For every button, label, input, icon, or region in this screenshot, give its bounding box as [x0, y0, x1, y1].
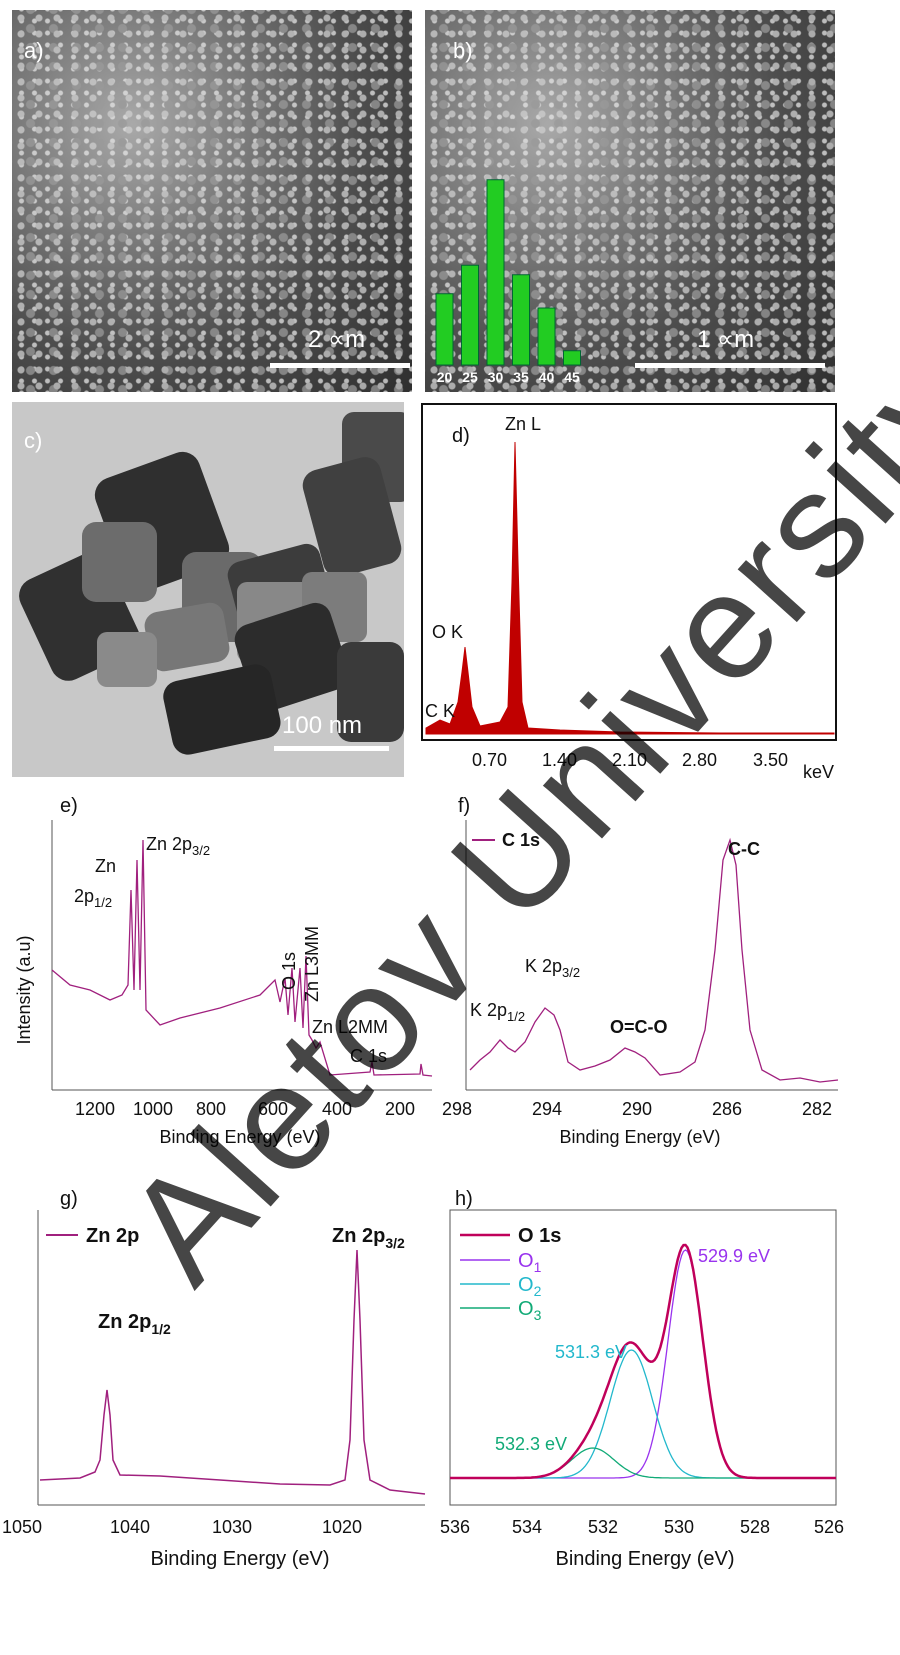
tick-f-3: 286 — [712, 1099, 742, 1119]
zn2p-line — [39, 1249, 426, 1495]
tick-e-1: 1000 — [133, 1099, 173, 1119]
panel-label-f: f) — [458, 795, 470, 817]
o1s-envelope — [450, 1243, 836, 1480]
tick-e-3: 600 — [258, 1099, 288, 1119]
ann-529: 529.9 eV — [698, 1246, 770, 1266]
scale-bar-a — [270, 363, 410, 368]
xlabel-e: Binding Energy (eV) — [159, 1127, 320, 1147]
scale-label-b: 1 ∝m — [697, 326, 755, 353]
tem-particles — [12, 402, 412, 777]
xlabel-g: Binding Energy (eV) — [151, 1548, 330, 1570]
tick-f-4: 282 — [802, 1099, 832, 1119]
tick-g-2: 1030 — [212, 1517, 252, 1537]
tick-e-4: 400 — [322, 1099, 352, 1119]
panel-label-g: g) — [60, 1188, 78, 1210]
tick-e-2: 800 — [196, 1099, 226, 1119]
hist-bar-25 — [461, 264, 479, 366]
legend-zn2p: Zn 2p — [86, 1225, 139, 1247]
legend-o1s: O 1s — [518, 1225, 561, 1247]
hist-bar-30 — [486, 179, 505, 366]
panel-label-d: d) — [452, 425, 470, 447]
xps-survey-e: e) Intensity (a.u) 1200 1000 800 600 400… — [0, 790, 440, 1160]
tick-h-0: 536 — [440, 1517, 470, 1537]
tick-h-2: 532 — [588, 1517, 618, 1537]
tick-h-1: 534 — [512, 1517, 542, 1537]
panel-label-h: h) — [455, 1188, 473, 1210]
ann-o1s: O 1s — [279, 952, 299, 990]
peak-label-o-k: O K — [432, 622, 463, 642]
panel-label-b: b) — [453, 38, 473, 63]
scale-bar-c — [274, 746, 389, 751]
ylabel-e: Intensity (a.u) — [14, 935, 34, 1044]
ann-k2p32: K 2p3/2 — [525, 956, 580, 980]
hist-tick-35: 35 — [513, 369, 529, 385]
tick-e-0: 1200 — [75, 1099, 115, 1119]
ann-oco: O=C-O — [610, 1017, 668, 1037]
tick-h-5: 526 — [814, 1517, 844, 1537]
hist-tick-45: 45 — [564, 369, 580, 385]
xps-o1s-h: h) O 1s O1 O2 O3 529.9 eV 531.3 eV 532.3… — [440, 1180, 900, 1650]
ann-531: 531.3 eV — [555, 1342, 627, 1362]
unit-d: keV — [803, 762, 834, 782]
tick-d-3: 2.80 — [682, 750, 717, 770]
size-histogram: 20 25 30 35 40 45 — [435, 179, 581, 385]
peak-label-zn-l: Zn L — [505, 414, 541, 434]
ann-znl2mm: Zn L2MM — [312, 1017, 388, 1037]
hist-tick-40: 40 — [539, 369, 555, 385]
o2-component — [450, 1349, 836, 1479]
tick-f-2: 290 — [622, 1099, 652, 1119]
eds-spectrum-d: d) Zn L O K C K 0.70 1.40 2.10 2.80 3.50… — [420, 402, 900, 792]
tick-d-4: 3.50 — [753, 750, 788, 770]
hist-tick-20: 20 — [437, 369, 453, 385]
hist-bar-35 — [512, 274, 530, 366]
xps-zn2p-g: g) Zn 2p Zn 2p1/2 Zn 2p3/2 1050 1040 103… — [0, 1180, 440, 1650]
tick-f-0: 298 — [442, 1099, 472, 1119]
c1s-line — [469, 837, 839, 1083]
xlabel-f: Binding Energy (eV) — [559, 1127, 720, 1147]
ann-znl3mm: Zn L3MM — [302, 926, 322, 1002]
tick-d-2: 2.10 — [612, 750, 647, 770]
tick-e-5: 200 — [385, 1099, 415, 1119]
scale-label-c: 100 nm — [282, 712, 363, 739]
legend-o1: O1 — [518, 1250, 542, 1275]
ann-c1s-e: C 1s — [350, 1046, 387, 1066]
sem-image-b: b) 20 25 30 35 40 45 1 ∝m — [425, 10, 835, 392]
xlabel-h: Binding Energy (eV) — [556, 1548, 735, 1570]
ann-532: 532.3 eV — [495, 1434, 567, 1454]
survey-line — [51, 839, 433, 1077]
scale-label-a: 2 ∝m — [308, 326, 366, 353]
panel-label-e: e) — [60, 795, 78, 817]
ann-zn2p32: Zn 2p3/2 — [146, 834, 210, 858]
tick-h-4: 528 — [740, 1517, 770, 1537]
peak-label-c-k: C K — [425, 701, 455, 721]
ann-k2p12: K 2p1/2 — [470, 1000, 525, 1024]
xps-c1s-f: f) C 1s K 2p1/2 K 2p3/2 O=C-O C-C 298 29… — [440, 790, 900, 1160]
legend-o2: O2 — [518, 1274, 542, 1299]
legend-o3: O3 — [518, 1298, 542, 1323]
tick-g-0: 1050 — [2, 1517, 42, 1537]
hist-tick-30: 30 — [488, 369, 504, 385]
tick-g-3: 1020 — [322, 1517, 362, 1537]
tick-d-1: 1.40 — [542, 750, 577, 770]
panel-label-c: c) — [24, 428, 43, 453]
tick-g-1: 1040 — [110, 1517, 150, 1537]
tick-f-1: 294 — [532, 1099, 562, 1119]
ann-zn-a: Zn — [95, 856, 116, 876]
legend-c1s: C 1s — [502, 830, 540, 850]
hist-bar-45 — [563, 350, 581, 366]
ann-cc: C-C — [728, 839, 760, 859]
hist-bar-20 — [435, 293, 454, 366]
hist-bar-40 — [537, 307, 556, 366]
scale-bar-b — [635, 363, 825, 368]
sem-image-a: a) 2 ∝m — [12, 10, 412, 392]
tick-d-0: 0.70 — [472, 750, 507, 770]
tem-image-c: c) 100 nm — [12, 402, 412, 777]
panel-label-a: a) — [24, 38, 44, 63]
ann-zn2p12: Zn 2p1/2 — [98, 1311, 171, 1337]
ann-zn2p32-g: Zn 2p3/2 — [332, 1225, 405, 1251]
hist-tick-25: 25 — [462, 369, 478, 385]
tick-h-3: 530 — [664, 1517, 694, 1537]
eds-peaks — [425, 441, 835, 735]
ann-zn2p12: 2p1/2 — [74, 886, 112, 910]
